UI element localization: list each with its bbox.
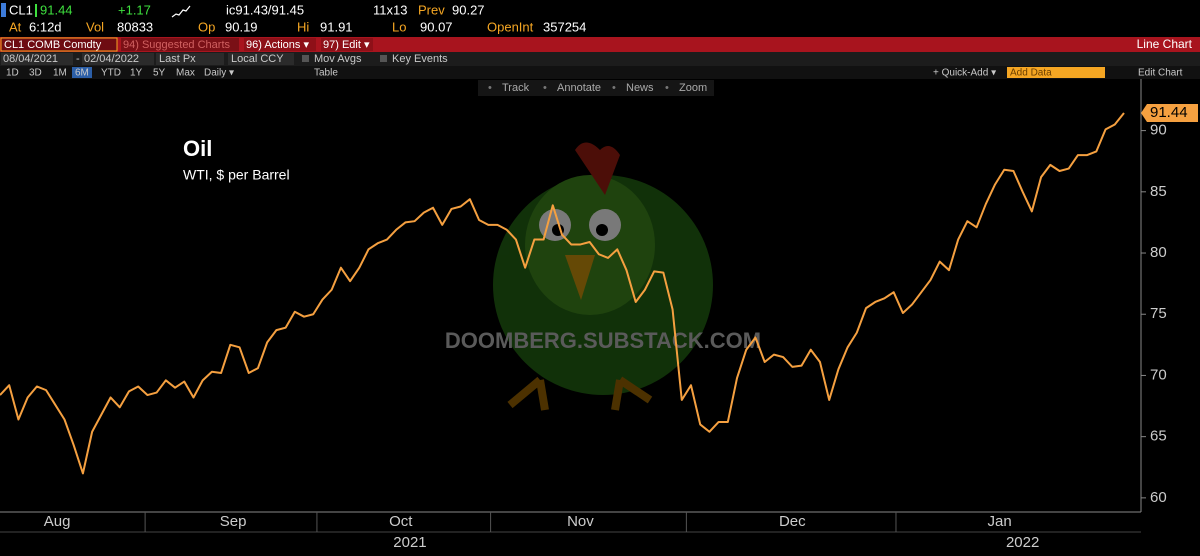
- mov-avgs[interactable]: Mov Avgs: [314, 53, 362, 65]
- tool-icon: •: [543, 82, 547, 94]
- menu-button[interactable]: [244, 38, 316, 51]
- currency: Local CCY: [231, 53, 284, 65]
- oi-label: OpenInt: [487, 19, 534, 34]
- watermark-logo: [493, 142, 713, 411]
- hi: 91.91: [320, 19, 353, 34]
- range-button[interactable]: 1M: [53, 68, 67, 79]
- up-tick: [35, 4, 37, 17]
- chart-kind: Line Chart: [1137, 37, 1193, 51]
- key-events[interactable]: Key Events: [392, 53, 448, 65]
- x-tick-label: Jan: [988, 513, 1012, 530]
- y-tick-label: 85: [1150, 183, 1167, 200]
- dash: -: [76, 53, 80, 65]
- lo: 90.07: [420, 19, 453, 34]
- range-button[interactable]: 3D: [29, 68, 42, 79]
- x-tick-label: Nov: [567, 513, 594, 530]
- end-box[interactable]: [82, 53, 154, 65]
- range-button[interactable]: 1Y: [130, 68, 143, 79]
- tool-bar: [478, 80, 714, 96]
- menu-item: 96) Actions ▾: [246, 39, 309, 51]
- bid-ask: ic91.43/91.45: [226, 2, 304, 17]
- add-data: Add Data: [1010, 68, 1052, 79]
- tool-button[interactable]: Track: [502, 82, 530, 94]
- y-tick-label: 60: [1150, 489, 1167, 506]
- sparkline: [171, 5, 191, 18]
- last-price-label: 91.44: [1150, 104, 1188, 121]
- start-date: 08/04/2021: [3, 53, 58, 65]
- last-price: 91.44: [40, 2, 73, 17]
- hi-label: Hi: [297, 19, 309, 34]
- tool-icon: •: [488, 82, 492, 94]
- year-label: 2022: [1006, 534, 1039, 551]
- end-date: 02/04/2022: [84, 53, 139, 65]
- tool-button[interactable]: News: [626, 82, 654, 94]
- security-box[interactable]: [0, 37, 118, 52]
- range-button[interactable]: 6M: [75, 68, 89, 79]
- range-button[interactable]: Max: [176, 68, 195, 79]
- change: +1.17: [118, 2, 151, 17]
- vol-label: Vol: [86, 19, 104, 34]
- x-tick-label: Aug: [44, 513, 71, 530]
- size: 11x13: [373, 2, 407, 17]
- last-price-marker: [1141, 103, 1198, 122]
- date-bar: [0, 52, 1200, 66]
- x-tick-label: Oct: [389, 513, 413, 530]
- menu-item: 97) Edit ▾: [323, 39, 370, 51]
- period[interactable]: Daily ▾: [204, 68, 234, 79]
- y-tick-label: 70: [1150, 366, 1167, 383]
- currency-box[interactable]: [228, 53, 294, 65]
- field-box[interactable]: [156, 53, 224, 65]
- quick-add[interactable]: + Quick-Add ▾: [933, 68, 996, 79]
- start-box[interactable]: [1, 53, 73, 65]
- tool-icon: •: [612, 82, 616, 94]
- edit-chart[interactable]: Edit Chart: [1138, 68, 1183, 79]
- y-tick-label: 90: [1150, 122, 1167, 139]
- menu-button[interactable]: [321, 38, 373, 51]
- prev: 90.27: [452, 2, 485, 17]
- op-label: Op: [198, 19, 215, 34]
- time-label: At: [9, 19, 22, 34]
- range-button[interactable]: YTD: [101, 68, 121, 79]
- menu-item: 94) Suggested Charts: [123, 39, 231, 51]
- add-data-box[interactable]: [1007, 67, 1105, 78]
- checkbox[interactable]: [302, 55, 309, 62]
- table[interactable]: Table: [314, 68, 338, 79]
- tool-icon: •: [665, 82, 669, 94]
- y-tick-label: 75: [1150, 305, 1167, 322]
- quote-bar: [0, 0, 1200, 37]
- y-tick-label: 80: [1150, 244, 1167, 261]
- tool-button[interactable]: Zoom: [679, 82, 707, 94]
- menu-button[interactable]: [121, 38, 239, 51]
- x-tick-label: Sep: [220, 513, 247, 530]
- prev-label: Prev: [418, 2, 445, 17]
- time: 6:12d: [29, 19, 62, 34]
- lo-label: Lo: [392, 19, 406, 34]
- range-button[interactable]: 5Y: [153, 68, 166, 79]
- op: 90.19: [225, 19, 258, 34]
- chart-subtitle: WTI, $ per Barrel: [183, 167, 290, 183]
- range-button[interactable]: 1D: [6, 68, 19, 79]
- tool-button[interactable]: Annotate: [557, 82, 601, 94]
- watermark: DOOMBERG.SUBSTACK.COM: [445, 328, 761, 353]
- ticker-flag: [1, 3, 6, 17]
- x-tick-label: Dec: [779, 513, 806, 530]
- range-active: [72, 67, 92, 78]
- field: Last Px: [159, 53, 196, 65]
- oi: 357254: [543, 19, 586, 34]
- security: CL1 COMB Comdty: [4, 39, 102, 51]
- year-label: 2021: [393, 534, 426, 551]
- ticker: CL1: [9, 2, 33, 17]
- chart-title: Oil: [183, 136, 212, 161]
- y-tick-label: 65: [1150, 428, 1167, 445]
- checkbox[interactable]: [380, 55, 387, 62]
- vol: 80833: [117, 19, 153, 34]
- price-line: [0, 112, 1125, 475]
- range-bar: [0, 66, 1200, 79]
